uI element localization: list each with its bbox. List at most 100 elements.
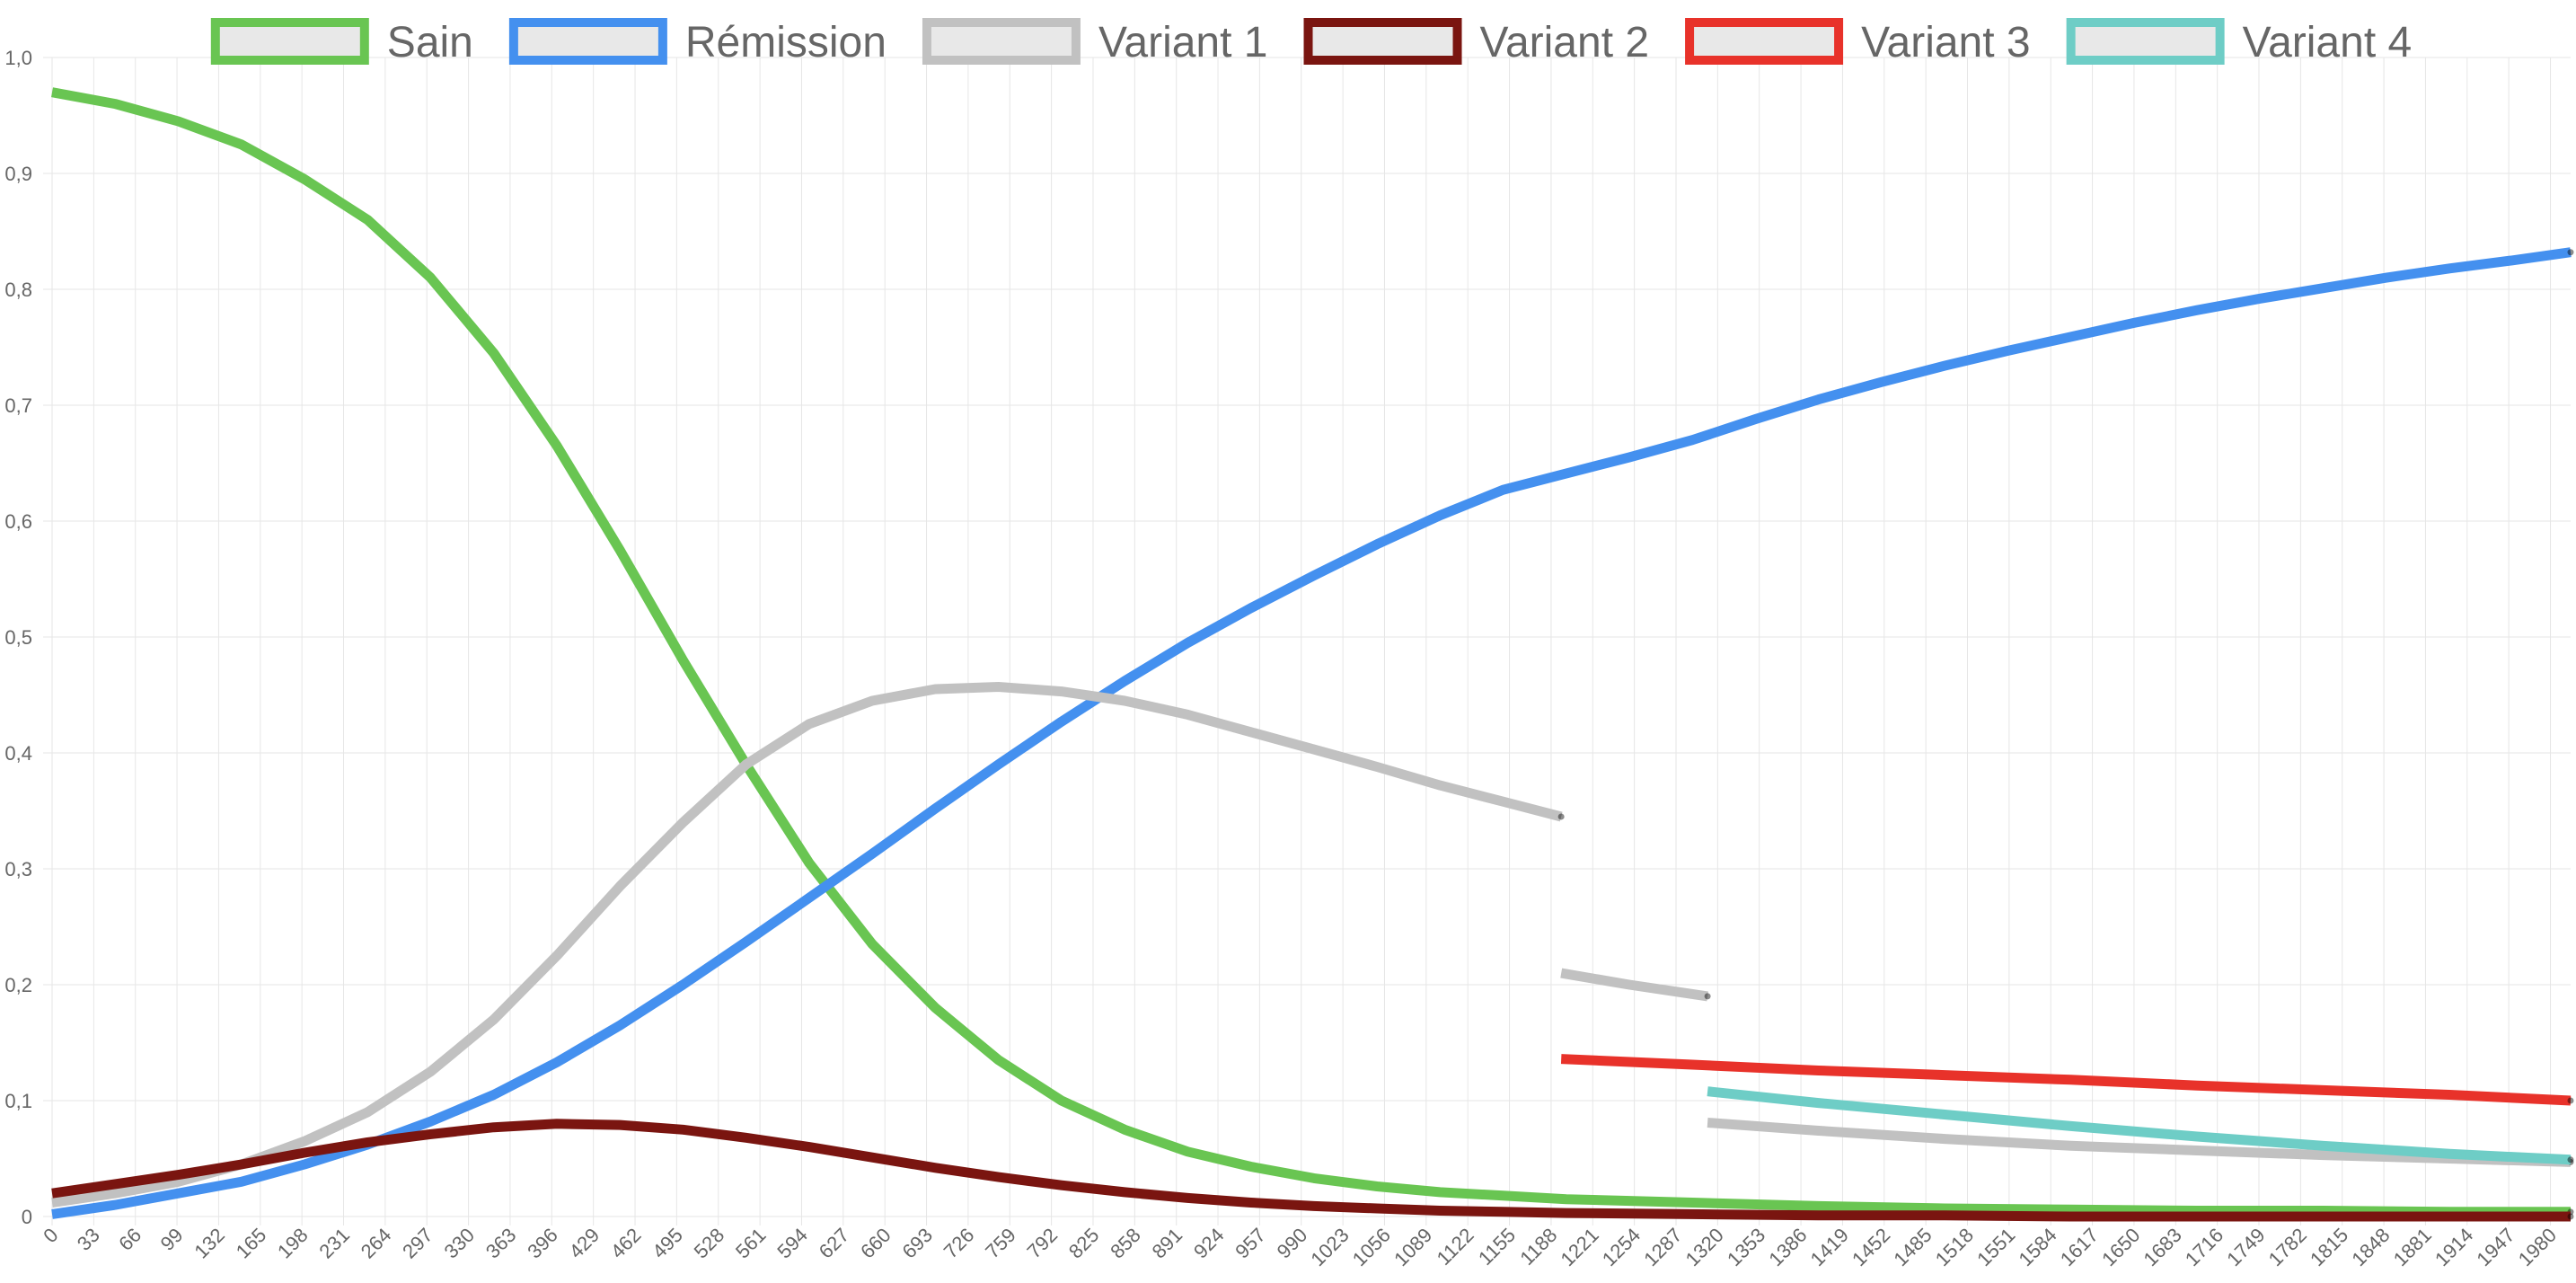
legend-swatch	[922, 18, 1081, 65]
x-tick-label: 759	[981, 1224, 1020, 1263]
series-line-sain	[51, 87, 2571, 1217]
x-tick-label: 132	[190, 1224, 229, 1263]
y-tick-label: 0,7	[4, 394, 32, 417]
series-variant-2	[51, 1119, 2574, 1222]
x-tick-label: 330	[439, 1224, 479, 1263]
x-tick-label: 198	[273, 1224, 313, 1263]
x-tick-label: 858	[1106, 1224, 1145, 1263]
x-tick-label: 825	[1064, 1224, 1104, 1263]
series-line-variant-3	[1560, 1054, 2572, 1106]
x-tick-label: 1089	[1389, 1224, 1436, 1270]
y-tick-label: 0,9	[4, 163, 32, 185]
legend-item-sain[interactable]: Sain	[210, 18, 473, 66]
y-tick-label: 0,4	[4, 742, 32, 765]
x-tick-label: 957	[1231, 1224, 1270, 1263]
legend-label: Variant 3	[1861, 19, 2031, 66]
x-tick-label: 1122	[1433, 1224, 1478, 1270]
x-tick-label: 1485	[1889, 1224, 1936, 1270]
legend-item-variant-1[interactable]: Variant 1	[922, 18, 1268, 66]
series-variant-4	[1707, 1086, 2574, 1165]
x-tick-label: 1683	[2139, 1224, 2186, 1270]
series-line-variant-1	[51, 682, 1563, 1208]
x-tick-label: 297	[398, 1224, 437, 1263]
legend-swatch	[2066, 18, 2225, 65]
x-tick-label: 165	[232, 1224, 271, 1263]
legend-label: Variant 1	[1098, 19, 1268, 66]
x-tick-label: 924	[1189, 1224, 1229, 1263]
legend-item-variant-2[interactable]: Variant 2	[1303, 18, 1650, 66]
x-tick-label: 99	[156, 1224, 188, 1255]
y-tick-label: 0,1	[4, 1090, 32, 1112]
legend-swatch	[508, 18, 667, 65]
x-tick-label: 1221	[1557, 1224, 1603, 1270]
legend-swatch	[210, 18, 369, 65]
x-tick-label: 627	[815, 1224, 854, 1263]
y-tick-label: 0	[22, 1206, 32, 1228]
y-tick-label: 0,3	[4, 858, 32, 880]
x-tick-label: 561	[731, 1224, 771, 1263]
x-tick-label: 1518	[1931, 1224, 1978, 1270]
series-remission	[51, 247, 2574, 1219]
x-tick-label: 594	[772, 1224, 812, 1263]
series-endpoint	[2567, 1213, 2574, 1220]
x-tick-label: 1452	[1848, 1224, 1894, 1270]
y-tick-label: 1,0	[4, 47, 32, 69]
series-endpoint	[2567, 1156, 2574, 1164]
x-tick-label: 264	[357, 1224, 396, 1263]
x-tick-label: 1980	[2514, 1224, 2561, 1270]
x-tick-label: 33	[73, 1224, 104, 1255]
x-tick-label: 1551	[1972, 1224, 2019, 1270]
x-tick-label: 660	[856, 1224, 895, 1263]
legend-label: Variant 4	[2243, 19, 2413, 66]
series-variant-3	[1560, 1054, 2574, 1106]
x-tick-label: 1848	[2347, 1224, 2394, 1270]
series-endpoint	[1557, 813, 1565, 820]
series-line-variant-1	[1560, 968, 1708, 1002]
x-tick-label: 396	[523, 1224, 562, 1263]
series-variant-1	[51, 682, 2574, 1208]
x-tick-label: 1254	[1598, 1224, 1645, 1270]
grid-layer	[43, 57, 2571, 1225]
series-line-variant-4	[1707, 1086, 2572, 1165]
x-tick-label: 1386	[1764, 1224, 1811, 1270]
x-tick-label: 1815	[2306, 1224, 2352, 1270]
legend-item-remission[interactable]: Rémission	[508, 18, 887, 66]
x-tick-label: 363	[481, 1224, 521, 1263]
series-endpoint	[2567, 249, 2574, 256]
x-tick-label: 495	[648, 1224, 687, 1263]
series-line-variant-1	[1707, 1118, 2572, 1167]
y-tick-label: 0,6	[4, 510, 32, 533]
x-tick-label: 1188	[1515, 1224, 1561, 1270]
x-tick-label: 1353	[1723, 1224, 1769, 1270]
x-tick-label: 990	[1273, 1224, 1312, 1263]
x-tick-label: 891	[1148, 1224, 1187, 1263]
x-tick-label: 0	[39, 1224, 62, 1247]
legend-label: Variant 2	[1480, 19, 1650, 66]
x-tick-label: 726	[940, 1224, 979, 1263]
legend-label: Rémission	[685, 19, 887, 66]
x-tick-label: 1716	[2181, 1224, 2228, 1270]
x-tick-label: 1419	[1806, 1224, 1853, 1270]
series-line-variant-2	[51, 1119, 2571, 1222]
x-tick-label: 1056	[1348, 1224, 1395, 1270]
series-line-remission	[51, 247, 2572, 1219]
legend-item-variant-3[interactable]: Variant 3	[1685, 18, 2031, 66]
x-tick-label: 462	[606, 1224, 646, 1263]
y-tick-label: 0,2	[4, 974, 32, 996]
x-tick-label: 1914	[2430, 1224, 2477, 1270]
x-tick-label: 1023	[1306, 1224, 1353, 1270]
x-tick-label: 429	[565, 1224, 604, 1263]
x-tick-label: 1584	[2014, 1224, 2060, 1270]
series-endpoint	[2567, 1097, 2574, 1104]
x-tick-label: 792	[1023, 1224, 1063, 1263]
legend-label: Sain	[387, 19, 473, 66]
x-tick-label: 1287	[1639, 1224, 1686, 1270]
x-tick-label: 1155	[1474, 1224, 1520, 1270]
x-tick-label: 1782	[2264, 1224, 2311, 1270]
legend-swatch	[1303, 18, 1462, 65]
y-tick-label: 0,8	[4, 279, 32, 301]
series-sain	[51, 87, 2574, 1217]
legend-item-variant-4[interactable]: Variant 4	[2066, 18, 2413, 66]
